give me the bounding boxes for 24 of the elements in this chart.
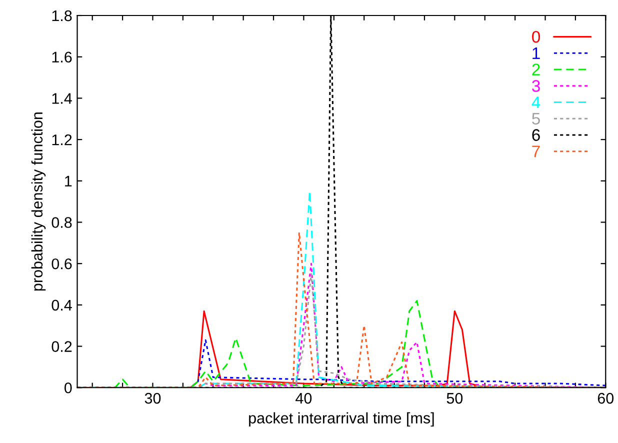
y-tick-label: 1.4	[52, 93, 72, 104]
y-tick-label: 0	[64, 382, 72, 394]
legend-label: 7	[532, 146, 540, 158]
y-tick-label: 0.6	[52, 258, 72, 270]
x-tick-label: 30	[144, 392, 161, 404]
legend-label: 2	[532, 64, 540, 76]
y-tick-label: 1.6	[52, 52, 72, 63]
legend-label: 3	[532, 80, 540, 92]
y-tick-label: 1.8	[52, 10, 72, 22]
y-tick-label: 0.8	[52, 217, 72, 228]
y-tick-label: 1.2	[52, 134, 72, 146]
x-tick-label: 60	[598, 392, 614, 404]
legend-label: 1	[532, 47, 540, 59]
x-tick-label: 50	[446, 392, 463, 404]
y-tick-label: 1	[65, 176, 72, 186]
x-axis-title: packet interarrival time [ms]	[249, 412, 434, 427]
y-tick-label: 0.4	[52, 300, 72, 311]
legend-label: 0	[532, 30, 540, 43]
legend-label: 4	[532, 96, 540, 108]
legend-label: 5	[532, 112, 540, 125]
y-tick-label: 0.2	[52, 341, 72, 352]
y-axis-title: probability density function	[31, 112, 46, 291]
x-tick-label: 40	[296, 392, 312, 404]
legend-label: 6	[532, 129, 540, 141]
